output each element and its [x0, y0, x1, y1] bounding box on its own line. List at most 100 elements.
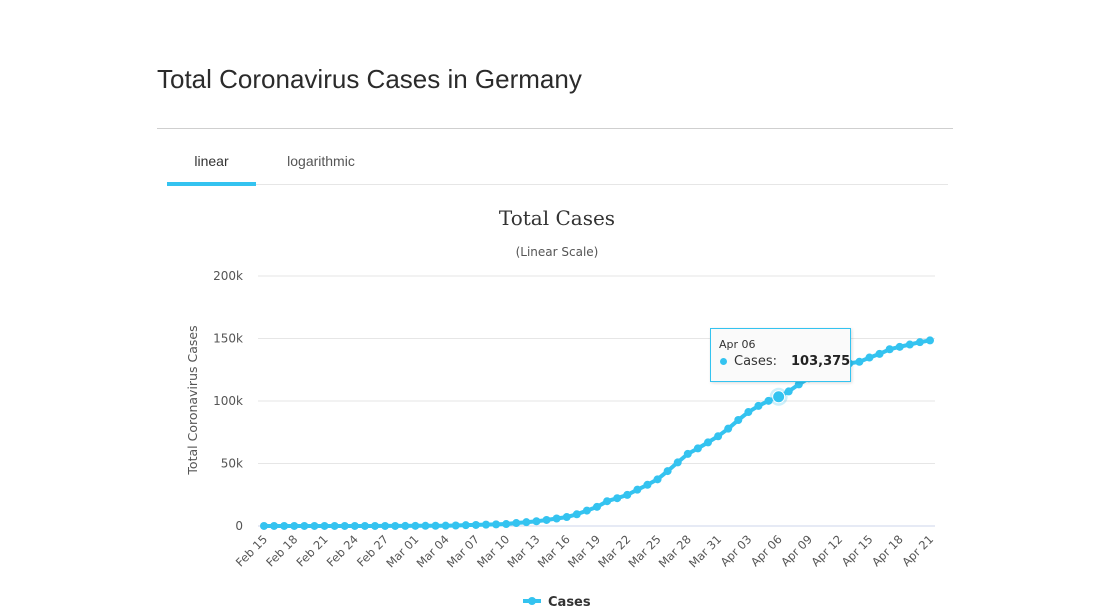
data-point[interactable]	[865, 353, 874, 362]
data-point[interactable]	[502, 520, 511, 529]
scale-tabs: linear logarithmic	[167, 140, 948, 186]
data-point[interactable]	[421, 521, 430, 530]
data-point[interactable]	[875, 349, 884, 358]
data-point[interactable]	[411, 521, 420, 530]
data-point[interactable]	[522, 518, 531, 527]
tooltip-marker-icon	[720, 358, 727, 365]
legend[interactable]: Cases	[523, 595, 591, 610]
x-tick-label: Feb 24	[324, 532, 361, 569]
chart-title: Total Cases	[499, 206, 615, 230]
data-point[interactable]	[572, 510, 581, 519]
tooltip-series-name: Cases:	[734, 354, 777, 369]
data-point[interactable]	[794, 380, 803, 389]
data-point[interactable]	[300, 521, 309, 530]
tab-linear[interactable]: linear	[167, 140, 256, 186]
data-point[interactable]	[270, 521, 279, 530]
data-point[interactable]	[895, 342, 904, 351]
data-point[interactable]	[260, 521, 268, 530]
x-tick-label: Apr 21	[899, 532, 936, 569]
data-point[interactable]	[451, 521, 460, 530]
data-point[interactable]	[855, 357, 864, 366]
data-point[interactable]	[673, 458, 682, 467]
page-title: Total Coronavirus Cases in Germany	[157, 64, 582, 94]
data-point[interactable]	[613, 494, 622, 503]
data-point[interactable]	[724, 424, 733, 433]
data-point[interactable]	[320, 521, 329, 530]
data-point[interactable]	[431, 521, 440, 530]
data-point[interactable]	[643, 480, 652, 489]
data-point[interactable]	[532, 517, 541, 526]
data-point[interactable]	[593, 502, 601, 511]
legend-label-cases: Cases	[548, 595, 591, 610]
x-tick-label: Feb 15	[233, 532, 270, 569]
data-point[interactable]	[926, 336, 934, 345]
data-point[interactable]	[754, 401, 763, 410]
data-point[interactable]	[693, 444, 702, 453]
x-tick-label: Mar 25	[625, 532, 663, 570]
y-tick-label: 0	[235, 519, 243, 533]
data-point[interactable]	[744, 408, 753, 417]
data-point[interactable]	[552, 514, 561, 523]
data-point[interactable]	[290, 521, 299, 530]
data-point[interactable]	[391, 521, 400, 530]
data-point[interactable]	[512, 519, 521, 528]
data-point[interactable]	[471, 520, 480, 529]
data-point[interactable]	[683, 449, 692, 458]
data-point[interactable]	[915, 338, 924, 347]
data-point[interactable]	[784, 387, 793, 396]
data-point[interactable]	[714, 432, 723, 441]
data-point[interactable]	[704, 438, 712, 447]
x-tick-label: Apr 09	[778, 532, 815, 569]
data-point[interactable]	[653, 475, 662, 484]
y-tick-label: 50k	[221, 457, 243, 471]
x-tick-label: Mar 28	[656, 532, 694, 570]
data-point[interactable]	[663, 467, 672, 476]
y-tick-label: 100k	[213, 394, 243, 408]
x-tick-label: Mar 01	[383, 532, 421, 570]
data-point[interactable]	[371, 521, 379, 530]
data-point[interactable]	[280, 521, 289, 530]
x-tick-label: Mar 04	[414, 532, 452, 570]
tab-logarithmic[interactable]: logarithmic	[287, 153, 355, 169]
data-point[interactable]	[360, 521, 369, 530]
data-point[interactable]	[350, 521, 359, 530]
tooltip-value: 103,375	[791, 354, 851, 369]
data-point[interactable]	[310, 521, 319, 530]
data-point[interactable]	[482, 520, 490, 529]
grid-lines	[258, 275, 935, 527]
data-tooltip: Apr 06 Cases: 103,375	[710, 328, 851, 382]
data-point[interactable]	[340, 521, 349, 530]
data-point[interactable]	[603, 497, 612, 506]
x-tick-label: Apr 03	[718, 532, 755, 569]
data-point[interactable]	[734, 416, 743, 425]
data-point[interactable]	[492, 520, 501, 529]
x-tick-label: Apr 18	[869, 532, 906, 569]
data-point[interactable]	[562, 513, 571, 522]
data-point[interactable]	[330, 521, 339, 530]
x-tick-label: Feb 21	[293, 532, 330, 569]
data-point[interactable]	[905, 340, 914, 349]
x-tick-label: Mar 31	[686, 532, 724, 570]
y-tick-label: 150k	[213, 332, 243, 346]
y-axis-title: Total Coronavirus Cases	[185, 325, 200, 475]
data-point[interactable]	[764, 396, 773, 405]
x-tick-label: Mar 22	[595, 532, 633, 570]
x-tick-label: Mar 16	[535, 532, 573, 570]
data-point[interactable]	[381, 521, 390, 530]
data-point[interactable]	[633, 485, 642, 494]
data-point[interactable]	[623, 490, 632, 499]
x-tick-label: Mar 10	[474, 532, 512, 570]
data-point[interactable]	[461, 521, 470, 530]
tooltip-date: Apr 06	[719, 338, 756, 351]
data-point[interactable]	[885, 345, 894, 354]
chart-subtitle: (Linear Scale)	[516, 245, 599, 259]
legend-marker	[528, 597, 536, 605]
data-point[interactable]	[542, 515, 551, 524]
data-point[interactable]	[401, 521, 410, 530]
data-point[interactable]	[582, 506, 591, 515]
hovered-point[interactable]	[772, 390, 786, 404]
data-point[interactable]	[441, 521, 450, 530]
x-tick-label: Apr 06	[748, 532, 785, 569]
